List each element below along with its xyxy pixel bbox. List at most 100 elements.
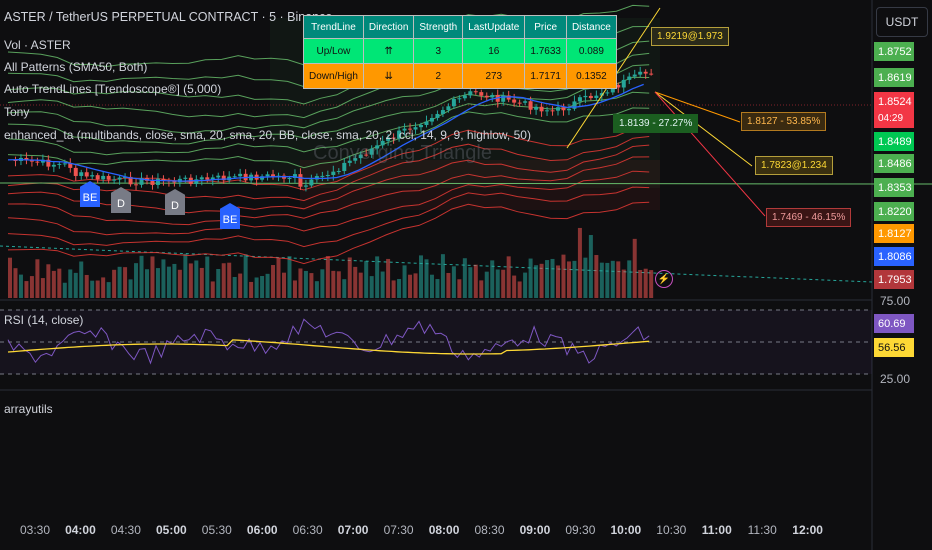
table-header: LastUpdate <box>462 15 526 39</box>
volume-bar <box>577 227 582 298</box>
volume-bar <box>325 255 330 298</box>
volume-bar <box>227 262 232 298</box>
candle-body <box>221 175 226 181</box>
indicator-tony[interactable]: Tony <box>4 105 30 119</box>
volume-bar <box>123 267 128 298</box>
price-tag: 1.8489 <box>874 132 914 151</box>
rsi-label[interactable]: RSI (14, close) <box>4 313 84 327</box>
candle-body <box>550 110 555 112</box>
indicator-all-patterns[interactable]: All Patterns (SMA50, Both) <box>4 60 148 74</box>
ma-line <box>7 83 644 182</box>
support-line <box>0 182 932 185</box>
candle-body <box>386 137 391 141</box>
candle-body <box>183 177 188 179</box>
volume-bar <box>353 266 358 298</box>
indicator-volume[interactable]: Vol · ASTER <box>4 38 71 52</box>
volume-bar <box>419 255 423 298</box>
band-line <box>7 107 650 169</box>
volume-bar <box>62 282 67 298</box>
candle-body <box>429 117 434 122</box>
volume-bar <box>254 277 259 298</box>
volume-bar <box>46 264 51 298</box>
band-line <box>7 201 650 265</box>
rsi-pane <box>0 309 872 375</box>
candle-body <box>95 175 100 180</box>
candle-body <box>462 95 467 99</box>
volume-bar <box>462 258 467 298</box>
signal-be-marker[interactable]: BE <box>220 203 240 229</box>
volume-bar <box>145 269 149 298</box>
volume-bar <box>161 259 166 298</box>
table-header: Price <box>524 15 567 39</box>
time-label: 09:30 <box>565 523 596 537</box>
candle-body <box>155 178 160 185</box>
candle-body <box>303 185 308 187</box>
volume-bar <box>556 265 560 298</box>
volume-bar <box>232 276 237 298</box>
volume-bar <box>375 256 380 298</box>
candle-body <box>435 113 440 118</box>
price-tag: 1.8127 <box>874 224 914 243</box>
table-cell: 1.7633 <box>524 38 567 64</box>
candle-body <box>134 184 139 186</box>
time-label: 05:30 <box>201 523 232 537</box>
lightning-icon[interactable]: ⚡ <box>655 270 673 288</box>
volume-bar <box>183 253 188 298</box>
volume-bar <box>572 260 577 298</box>
signal-be-marker[interactable]: BE <box>80 181 100 207</box>
volume-bar <box>523 272 528 298</box>
volume-bar <box>73 272 78 298</box>
volume-bar <box>314 281 319 298</box>
candle-body <box>610 84 615 93</box>
dashed-trendline <box>0 245 873 283</box>
candle-body <box>62 163 67 165</box>
volume-bar <box>194 260 199 298</box>
candle-body <box>369 148 374 155</box>
projection-down-line <box>654 91 766 217</box>
indicator-auto-trendlines[interactable]: Auto TrendLines [Trendoscope®] (5,000) <box>4 82 222 96</box>
time-label: 03:30 <box>19 523 51 537</box>
volume-bar <box>583 257 588 298</box>
volume-bar <box>632 238 637 298</box>
candle-body <box>216 175 221 178</box>
table-header: TrendLine <box>303 15 364 39</box>
volume-bar <box>35 259 40 298</box>
band-fill-red <box>300 160 660 210</box>
volume-bar <box>139 255 144 298</box>
candle-body <box>46 159 51 167</box>
candle-body <box>139 178 144 185</box>
volume-bar <box>24 281 29 298</box>
candle-body <box>101 175 106 180</box>
table-cell: Down/High <box>303 63 364 89</box>
volume-bar <box>468 267 473 298</box>
volume-bars <box>8 227 654 298</box>
table-cell: ⇈ <box>362 38 415 64</box>
candle-body <box>331 171 336 175</box>
candle-body <box>528 101 533 110</box>
candle-body <box>457 98 462 100</box>
table-header: Strength <box>413 15 464 39</box>
candle-body <box>561 107 566 111</box>
candle-body <box>468 91 473 96</box>
signal-d-marker[interactable]: D <box>111 187 131 213</box>
candle-body <box>205 177 210 180</box>
volume-bar <box>117 266 122 298</box>
candle-body <box>117 177 122 180</box>
candle-body <box>364 154 369 156</box>
candle-body <box>210 177 215 180</box>
volume-bar <box>249 281 254 298</box>
signal-d-marker[interactable]: D <box>165 189 185 215</box>
volume-bar <box>495 269 500 298</box>
candle-body <box>57 163 62 165</box>
candle-body <box>440 110 445 114</box>
volume-bar <box>342 279 347 298</box>
currency-button[interactable]: USDT <box>876 7 928 37</box>
arrayutils-label[interactable]: arrayutils <box>4 402 53 416</box>
indicator-enhanced-ta[interactable]: enhanced_ta (multibands, close, sma, 20,… <box>4 128 531 142</box>
candle-body <box>523 101 528 103</box>
volume-bar <box>638 269 643 298</box>
volume-bar <box>451 266 456 298</box>
table-cell: 2 <box>413 63 464 89</box>
candle-body <box>292 174 297 178</box>
candle-body <box>24 157 29 160</box>
